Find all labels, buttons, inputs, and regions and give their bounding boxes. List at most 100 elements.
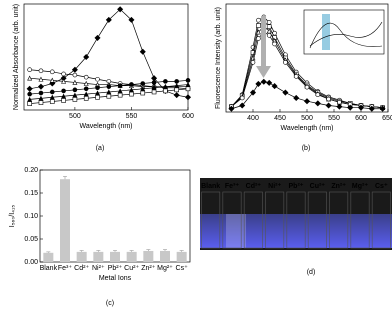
marker: [151, 80, 157, 85]
x-tick-label: 400: [247, 115, 259, 122]
x-axis-label: Wavelength (nm): [79, 123, 132, 130]
marker: [83, 86, 89, 92]
vial: [371, 191, 391, 249]
panel-label: (b): [302, 145, 311, 152]
marker: [129, 91, 134, 97]
photo-label: Blank: [201, 183, 220, 190]
marker: [173, 92, 180, 99]
marker: [139, 48, 146, 55]
marker: [128, 16, 135, 23]
marker: [49, 69, 55, 75]
marker: [266, 28, 272, 34]
vial: [201, 191, 221, 249]
marker: [304, 84, 310, 90]
panel-label: (a): [96, 145, 105, 152]
marker: [71, 66, 78, 73]
arrow-shaft: [261, 16, 266, 68]
arrow: [256, 16, 271, 78]
marker: [38, 76, 44, 82]
marker: [72, 79, 78, 85]
marker: [49, 80, 56, 87]
bar: [93, 251, 104, 262]
y-axis-label: I₅₆₀/I₄₁₅: [9, 205, 16, 228]
marker: [368, 105, 375, 112]
x-tick-label: Mg²⁺: [157, 265, 173, 272]
marker: [249, 89, 257, 96]
vial: [329, 191, 349, 249]
photo-label: Mg²⁺: [352, 183, 368, 190]
marker: [293, 94, 300, 101]
marker: [163, 79, 168, 84]
marker: [61, 98, 66, 103]
marker: [266, 24, 272, 29]
arrow-head: [256, 66, 271, 78]
marker: [72, 87, 78, 93]
marker: [255, 29, 261, 35]
x-tick-label: Cd²⁺: [74, 265, 89, 272]
y-tick-label: 0.20: [24, 167, 38, 174]
marker: [315, 92, 321, 98]
marker: [106, 84, 112, 89]
x-axis-label: Metal Ions: [99, 275, 132, 282]
marker: [314, 100, 321, 107]
marker: [260, 78, 267, 85]
bar: [110, 251, 120, 262]
marker: [256, 23, 261, 28]
vial: [350, 191, 370, 249]
bar: [76, 251, 87, 262]
marker: [293, 74, 299, 79]
marker: [117, 6, 124, 13]
marker: [266, 20, 272, 25]
x-tick-label: Fe³⁺: [58, 265, 73, 272]
marker: [357, 104, 365, 111]
inset-curve: [309, 22, 383, 49]
vial: [222, 191, 242, 249]
marker: [239, 102, 246, 109]
inset-band: [322, 14, 330, 50]
marker: [228, 105, 235, 112]
marker: [95, 94, 100, 100]
inset-curve: [309, 21, 383, 47]
photo: Blank Fe³⁺ Cd²⁺ Ni²⁺ Pb²⁺ Cu²⁺ Zn²⁺ Mg²⁺ Cs⁺: [200, 178, 392, 250]
vial: [286, 191, 306, 249]
x-tick-label: Pb²⁺: [108, 265, 123, 272]
y-tick-label: 0.10: [24, 213, 38, 220]
inset: 500 550 600 Wavelength (nm) Normalized Absor…: [9, 3, 392, 282]
x-tick-label: Blank: [40, 265, 58, 272]
panel-label: (d): [307, 269, 316, 276]
marker: [117, 83, 123, 88]
inset-frame: [303, 9, 385, 55]
plot-frame: [23, 3, 189, 111]
vial: [307, 191, 327, 249]
marker: [106, 93, 112, 99]
marker: [27, 101, 32, 106]
marker: [38, 68, 44, 74]
marker: [250, 60, 256, 65]
marker: [336, 103, 343, 110]
marker: [255, 80, 262, 87]
marker: [117, 92, 123, 98]
marker: [95, 85, 100, 91]
marker: [256, 36, 261, 41]
marker: [140, 90, 146, 96]
marker: [49, 99, 55, 104]
x-tick-label: 500: [69, 113, 81, 120]
marker: [184, 94, 192, 101]
marker: [185, 86, 191, 92]
photo-label: Fe³⁺: [225, 183, 240, 190]
photo-label: Cd²⁺: [246, 183, 262, 190]
bar: [176, 251, 187, 262]
marker: [61, 71, 66, 77]
marker: [27, 75, 33, 81]
bar: [60, 179, 70, 262]
marker: [379, 105, 386, 112]
bar: [43, 252, 54, 262]
marker: [83, 74, 89, 80]
marker: [61, 78, 67, 84]
x-tick-label: Zn²⁺: [141, 265, 156, 272]
marker: [49, 77, 55, 83]
y-axis-label: Normalized Absorbance (arb. unit): [13, 4, 20, 110]
x-tick-label: 600: [182, 113, 194, 120]
